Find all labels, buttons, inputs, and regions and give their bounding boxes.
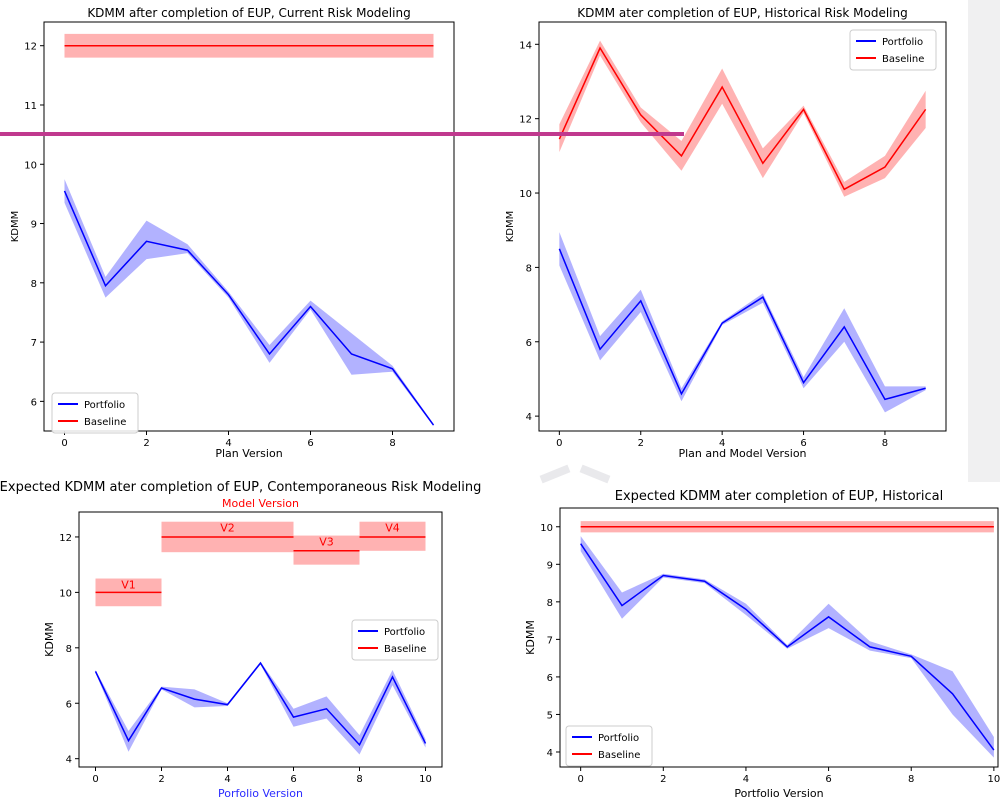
legend-label-portfolio: Portfolio [84,400,125,411]
y-tick-label: 4 [547,748,553,759]
x-axis-label: Porfolio Version [218,787,303,800]
chart-3: Expected KDMM ater completion of EUP, Co… [0,480,481,800]
y-tick-label: 4 [66,755,72,766]
y-tick-label: 11 [24,101,37,112]
legend-label-portfolio: Portfolio [384,627,425,638]
segment-label-v4: V4 [385,522,400,535]
y-tick-label: 14 [519,40,532,51]
overlay-line [0,132,684,136]
x-tick-label: 2 [638,438,644,449]
y-axis-label: KDMM [524,620,537,655]
plot-frame [559,507,999,768]
y-tick-label: 6 [31,397,37,408]
x-tick-label: 4 [719,438,725,449]
y-tick-label: 7 [547,635,553,646]
plot-frame [538,21,947,432]
side-panel-strip [968,0,1000,482]
segment-label-v3: V3 [319,536,334,549]
x-axis-label: Plan Version [215,447,282,460]
legend: Portfolio Baseline [565,725,653,767]
x-tick-label: 0 [92,774,98,785]
plot-frame [43,21,455,432]
y-tick-label: 8 [31,279,37,290]
y-tick-label: 8 [66,644,72,655]
segment-label-v1: V1 [121,579,136,592]
chart-title: KDMM ater completion of EUP, Historical … [577,6,908,20]
y-tick-label: 10 [540,523,553,534]
legend-label-baseline: Baseline [84,417,126,428]
x-axis-label: Plan and Model Version [678,447,806,460]
y-tick-label: 5 [547,710,553,721]
y-tick-label: 6 [526,338,532,349]
watermark [539,464,640,494]
confidence-band-portfolio [64,179,434,427]
y-tick-label: 6 [547,673,553,684]
chart-subtitle: Model Version [222,497,299,510]
y-tick-label: 9 [547,560,553,571]
x-tick-label: 4 [225,438,231,449]
y-axis-label: KDMM [505,211,516,243]
confidence-band-portfolio [95,661,426,755]
x-tick-label: 8 [882,438,888,449]
x-tick-label: 2 [660,774,666,785]
x-tick-label: 6 [825,774,831,785]
series-line-portfolio [63,190,435,426]
y-tick-label: 4 [526,412,532,423]
x-tick-label: 6 [307,438,313,449]
confidence-band-baseline [559,40,926,197]
series-line-portfolio [580,543,995,751]
x-tick-label: 8 [389,438,395,449]
y-axis-label: KDMM [10,211,21,243]
legend-label-baseline: Baseline [882,54,924,65]
y-tick-label: 10 [519,189,532,200]
x-tick-label: 10 [419,774,432,785]
legend-label-baseline: Baseline [598,750,640,761]
x-tick-label: 2 [158,774,164,785]
y-tick-label: 12 [519,115,532,126]
x-tick-label: 2 [143,438,149,449]
legend: Portfolio Baseline [849,29,937,71]
y-tick-label: 12 [59,533,72,544]
x-tick-label: 4 [224,774,230,785]
y-tick-label: 7 [31,338,37,349]
chart-1: KDMM after completion of EUP, Current Ri… [10,6,455,460]
x-tick-label: 6 [800,438,806,449]
x-tick-label: 10 [988,774,1000,785]
series-line-baseline [558,46,927,191]
x-tick-label: 6 [290,774,296,785]
chart-title: Expected KDMM ater completion of EUP, Hi… [615,489,943,504]
x-tick-label: 4 [743,774,749,785]
series-line-portfolio [94,661,427,747]
series-line-portfolio [558,248,926,401]
legend-label-portfolio: Portfolio [882,37,923,48]
legend-label-portfolio: Portfolio [598,733,639,744]
x-axis-label: Portfolio Version [734,787,823,800]
segment-label-v2: V2 [220,522,235,535]
plot-frame [78,511,443,768]
legend-label-baseline: Baseline [384,644,426,655]
y-tick-label: 10 [59,588,72,599]
y-axis-label: KDMM [43,622,56,657]
x-tick-label: 8 [356,774,362,785]
x-tick-label: 0 [556,438,562,449]
x-tick-label: 0 [577,774,583,785]
y-tick-label: 12 [24,42,37,53]
chart-2: KDMM ater completion of EUP, Historical … [505,6,947,460]
x-tick-label: 0 [61,438,67,449]
x-tick-label: 8 [908,774,914,785]
y-tick-label: 8 [547,598,553,609]
y-tick-label: 9 [31,220,37,231]
legend: Portfolio Baseline [351,619,439,661]
chart-4: Expected KDMM ater completion of EUP, Hi… [524,489,1000,800]
y-tick-label: 10 [24,160,37,171]
chart-title: Expected KDMM ater completion of EUP, Co… [0,480,481,495]
chart-title: KDMM after completion of EUP, Current Ri… [87,6,410,20]
y-tick-label: 6 [66,699,72,710]
legend: Portfolio Baseline [51,392,139,434]
confidence-band-portfolio [559,232,926,413]
y-tick-label: 8 [526,263,532,274]
